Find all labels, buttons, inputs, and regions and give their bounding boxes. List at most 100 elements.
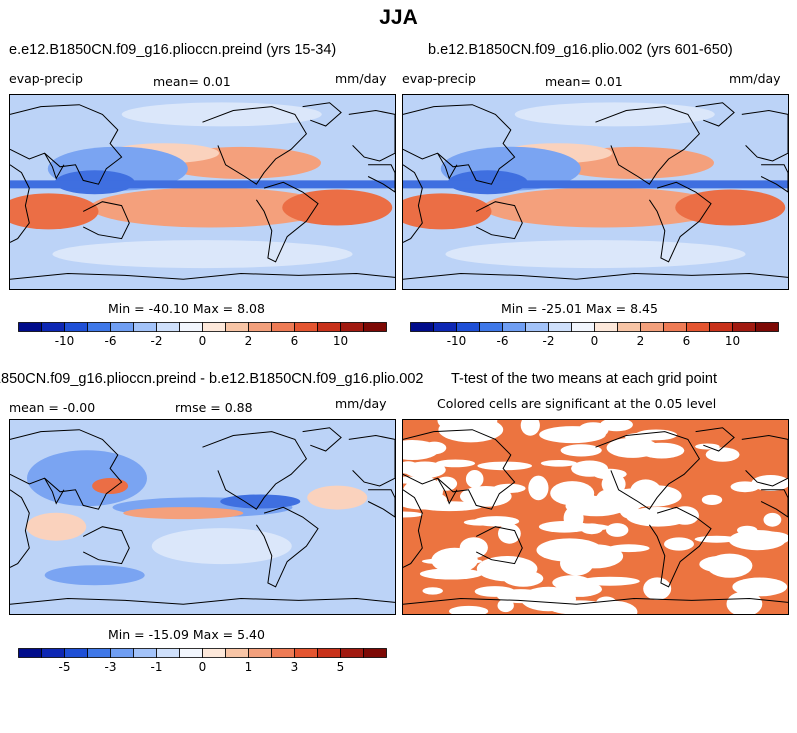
non-significant-cell xyxy=(493,483,526,493)
coastline-south-america xyxy=(255,181,319,263)
non-significant-cell xyxy=(465,470,484,488)
colorbar-svg: -10 -6 -2 0 2 6 10 xyxy=(410,322,779,348)
panel-1-title: e.e12.B1850CN.f09_g16.plioccn.preind (yr… xyxy=(9,42,337,58)
coastline-north-america xyxy=(595,431,701,510)
colorbar-swatch xyxy=(502,322,526,332)
colorbar-tick-label: 5 xyxy=(337,660,345,674)
field-region-1 xyxy=(675,189,786,226)
panel-2-map xyxy=(402,94,789,290)
panel-2-colorbar: -10 -6 -2 0 2 6 10 xyxy=(410,322,780,356)
colorbar-tick-label: -1 xyxy=(151,660,163,674)
colorbar-tick-label: 3 xyxy=(291,660,299,674)
colorbar-tick-label: -5 xyxy=(59,660,71,674)
colorbar-swatch xyxy=(133,648,157,658)
non-significant-cell xyxy=(596,596,617,610)
coastline-greenland xyxy=(695,102,735,127)
coastline-africa xyxy=(403,489,423,568)
coastline-africa-west xyxy=(367,489,395,518)
field-region-7 xyxy=(151,528,292,565)
panel-1-colorbar: -10 -6 -2 0 2 6 10 xyxy=(18,322,388,356)
colorbar-swatch xyxy=(617,322,641,332)
non-significant-cell xyxy=(431,547,478,573)
coastline-asia-europe xyxy=(403,104,516,185)
panel-2-variable-label: evap-precip xyxy=(402,71,476,86)
colorbar-swatch xyxy=(594,322,618,332)
non-significant-cell xyxy=(403,511,423,518)
coastline-north-america xyxy=(595,106,701,185)
coastline-greenland xyxy=(302,427,342,452)
field-region-7 xyxy=(403,180,788,189)
colorbar-swatch xyxy=(110,648,134,658)
panel-1-mean-label: mean= 0.01 xyxy=(153,74,231,89)
field-region-8 xyxy=(445,240,746,269)
colorbar-swatch xyxy=(571,322,595,332)
non-significant-cell xyxy=(701,494,723,505)
colorbar-tick-label: -2 xyxy=(543,334,555,348)
colorbar-tick-label: 1 xyxy=(245,660,253,674)
colorbar-svg: -5 -3 -1 0 1 3 5 xyxy=(18,648,387,674)
non-significant-cell xyxy=(437,420,498,434)
coastline-australia xyxy=(82,526,130,565)
non-significant-cell xyxy=(629,479,662,505)
colorbar-swatch xyxy=(294,648,318,658)
colorbar-tick-label: 2 xyxy=(245,334,253,348)
coastline-europe-africa-east xyxy=(741,434,788,487)
coastline-greenland xyxy=(695,427,735,452)
colorbar-tick-label: -3 xyxy=(105,660,117,674)
colorbar-swatch xyxy=(202,648,226,658)
field-region-8 xyxy=(52,240,353,269)
coastline-india xyxy=(437,477,458,505)
colorbar-swatch xyxy=(456,322,480,332)
coastline-greenland xyxy=(302,102,342,127)
panel-4-note: Colored cells are significant at the 0.0… xyxy=(437,396,717,411)
non-significant-cell xyxy=(664,537,694,551)
non-significant-cell xyxy=(540,460,577,467)
coastline-australia xyxy=(475,201,523,240)
colorbar-tick-label: -10 xyxy=(55,334,75,348)
colorbar-swatch xyxy=(525,322,549,332)
non-significant-cell xyxy=(560,444,602,457)
map-svg xyxy=(10,420,395,614)
panel-4-title: T-test of the two means at each grid poi… xyxy=(451,371,717,387)
colorbar-swatch xyxy=(64,322,88,332)
non-significant-cell xyxy=(520,586,576,612)
panel-3-units-label: mm/day xyxy=(335,396,387,411)
non-significant-cell xyxy=(694,535,739,543)
panel-4-map xyxy=(402,419,789,615)
colorbar-swatch xyxy=(294,322,318,332)
non-significant-cell xyxy=(606,437,658,458)
non-significant-cell xyxy=(503,570,544,587)
non-significant-cell xyxy=(435,459,476,468)
colorbar-swatch xyxy=(317,322,341,332)
field-region-3 xyxy=(220,494,301,509)
colorbar-tick-label: 0 xyxy=(591,334,599,348)
colorbar-tick-label: 2 xyxy=(637,334,645,348)
coastline-africa-west xyxy=(760,489,788,518)
coastline-asia-europe xyxy=(10,429,123,510)
non-significant-cell xyxy=(606,523,629,537)
coastline-australia xyxy=(82,201,130,240)
field-region-5 xyxy=(307,485,368,510)
coastline-antarctica xyxy=(10,272,395,280)
field-region-2 xyxy=(92,477,129,494)
colorbar-swatch xyxy=(686,322,710,332)
coastline-antarctica xyxy=(403,597,788,605)
field-region-6 xyxy=(26,512,87,541)
non-significant-cell xyxy=(600,420,633,432)
panel-2-units-label: mm/day xyxy=(729,71,781,86)
coastline-south-america xyxy=(255,506,319,588)
colorbar-swatch xyxy=(663,322,687,332)
coastline-india xyxy=(437,152,458,180)
panel-3-colorbar: -5 -3 -1 0 1 3 5 xyxy=(18,648,388,682)
panel-2-minmax: Min = -25.01 Max = 8.45 xyxy=(501,301,658,316)
colorbar-swatch xyxy=(41,322,65,332)
map-svg xyxy=(10,95,395,289)
non-significant-cell xyxy=(539,426,606,444)
non-significant-cell xyxy=(422,587,443,595)
panel-2-mean-label: mean= 0.01 xyxy=(545,74,623,89)
map-svg xyxy=(403,95,788,289)
colorbar-swatch xyxy=(548,322,572,332)
non-significant-cell xyxy=(565,495,628,517)
colorbar-tick-label: 10 xyxy=(725,334,740,348)
colorbar-swatch xyxy=(87,648,111,658)
